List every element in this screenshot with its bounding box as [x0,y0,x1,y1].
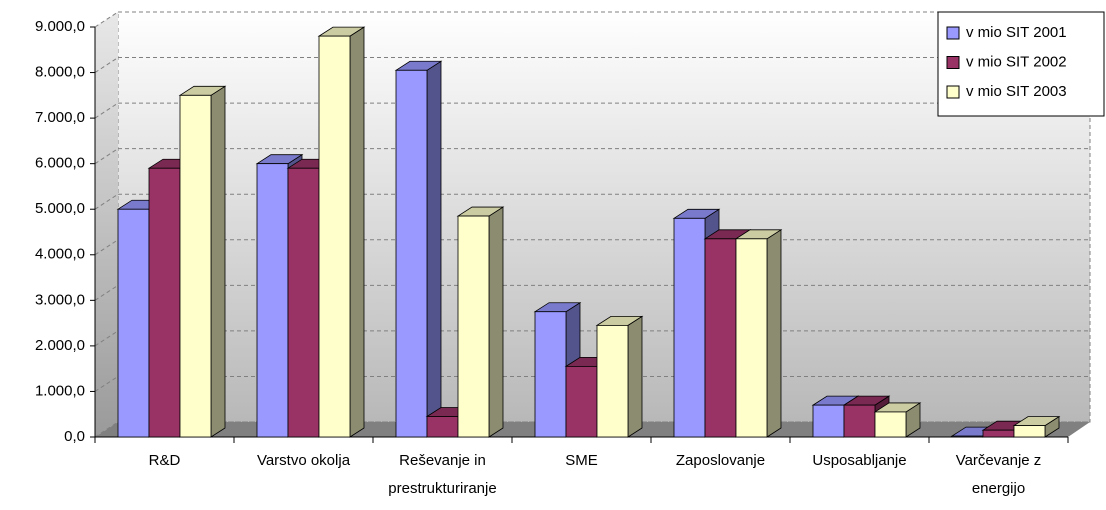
bar-front [179,94,212,438]
bar-front [1013,425,1046,438]
grid-line [94,148,119,165]
x-tick-label: R&D [148,452,181,469]
grid-line [94,376,119,392]
bar [595,315,644,438]
legend-label: v mio SIT 2001 [966,24,1067,41]
x-tick-label: Varčevanje z energijo [955,452,1042,497]
bar-front [457,215,490,438]
y-tick-label: 1.000,0 [35,382,85,399]
bar [456,206,505,438]
bar [394,60,443,438]
bar-front [318,35,351,438]
y-tick-label: 6.000,0 [35,155,85,172]
bar-front [534,311,567,438]
grid-line [94,57,119,73]
x-tick-label: Varstvo okolja [256,452,351,469]
grid-line [94,284,119,301]
bar-side [627,315,643,438]
bar-side [210,85,226,438]
bar-front [982,429,1015,438]
legend-swatch [946,26,960,40]
grid-line [94,330,119,347]
bar [317,26,366,438]
legend-label: v mio SIT 2002 [966,53,1067,70]
y-tick-label: 8.000,0 [35,64,85,81]
bar-front [951,435,984,438]
bar [873,402,922,438]
bar [1012,415,1061,438]
bar-front [287,167,320,438]
bar-front [596,324,629,438]
bar-side [766,229,782,438]
bar-front [843,404,876,438]
side-wall [95,12,118,437]
legend-swatch [946,56,960,69]
bar [178,85,227,438]
bar-front [426,416,459,438]
y-tick-label: 2.000,0 [35,337,85,354]
grid-line [94,11,119,28]
bar-front [256,163,289,438]
bar-front [565,365,598,438]
bar [734,229,783,438]
grid-line [94,102,119,119]
y-tick-label: 4.000,0 [35,246,85,263]
bar-front [673,217,706,438]
x-tick-label: Usposabljanje [812,452,907,469]
grid-line [94,421,119,438]
bar-front [395,69,428,438]
x-tick-label: SME [565,452,598,469]
y-tick-label: 3.000,0 [35,291,85,308]
legend-label: v mio SIT 2003 [966,83,1067,100]
bar-side [426,60,442,438]
bar-front [704,238,737,438]
y-tick-label: 9.000,0 [35,18,85,35]
x-tick-label: Reševanje in prestrukturiranje [388,452,497,497]
bar-front [117,208,150,438]
bar-front [874,411,907,438]
bar-front [812,404,845,438]
y-tick-label: 7.000,0 [35,109,85,126]
bar-front [735,238,768,438]
grid-line [94,239,119,256]
y-tick-label: 5.000,0 [35,200,85,217]
legend-swatch [946,85,960,99]
y-tick-label: 0,0 [64,428,85,445]
grid-line [94,193,119,210]
bar-front [148,167,181,438]
bar-side [349,26,365,438]
bar-side [488,206,504,438]
legend-box [937,11,1105,117]
x-tick-label: Zaposlovanje [675,452,766,469]
